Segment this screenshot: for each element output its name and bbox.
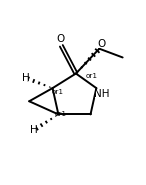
Text: H: H: [30, 125, 38, 135]
FancyBboxPatch shape: [58, 35, 64, 43]
Text: H: H: [22, 73, 29, 83]
Text: O: O: [57, 34, 65, 44]
Text: or1: or1: [52, 89, 64, 95]
Text: NH: NH: [94, 89, 109, 99]
FancyBboxPatch shape: [98, 41, 105, 48]
FancyBboxPatch shape: [22, 74, 28, 81]
FancyBboxPatch shape: [31, 126, 36, 133]
Text: O: O: [97, 39, 106, 49]
Text: or1: or1: [55, 111, 67, 117]
Text: or1: or1: [85, 73, 97, 79]
FancyBboxPatch shape: [95, 90, 108, 98]
